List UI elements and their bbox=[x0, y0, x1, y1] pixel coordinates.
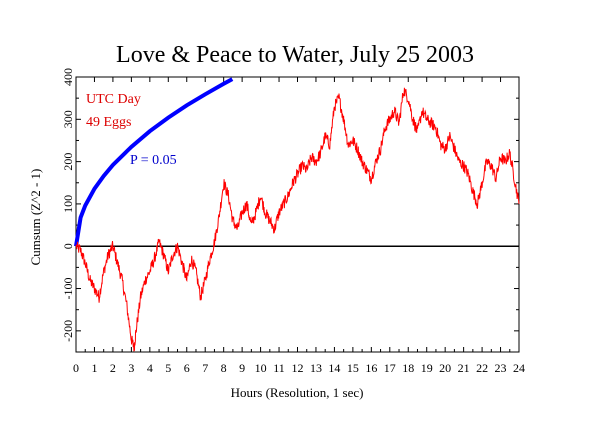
x-tick-label: 20 bbox=[439, 361, 451, 375]
x-tick-label: 2 bbox=[110, 361, 116, 375]
annotation-eggs: 49 Eggs bbox=[86, 115, 132, 130]
y-tick-label: 100 bbox=[61, 195, 75, 213]
y-tick-label: -100 bbox=[61, 278, 75, 300]
x-tick-label: 16 bbox=[365, 361, 377, 375]
x-tick-label: 7 bbox=[202, 361, 208, 375]
x-tick-label: 12 bbox=[292, 361, 304, 375]
x-tick-label: 6 bbox=[184, 361, 190, 375]
x-axis-label: Hours (Resolution, 1 sec) bbox=[231, 385, 364, 400]
y-tick-label: 400 bbox=[61, 68, 75, 86]
x-tick-label: 3 bbox=[128, 361, 134, 375]
annotation-p-value: P = 0.05 bbox=[130, 153, 177, 168]
x-tick-label: 24 bbox=[513, 361, 525, 375]
x-tick-label: 21 bbox=[458, 361, 470, 375]
x-tick-label: 11 bbox=[273, 361, 285, 375]
chart-title: Love & Peace to Water, July 25 2003 bbox=[116, 42, 474, 68]
x-tick-label: 8 bbox=[221, 361, 227, 375]
y-tick-label: 0 bbox=[61, 243, 75, 249]
plot-frame bbox=[75, 76, 520, 353]
x-tick-label: 22 bbox=[476, 361, 488, 375]
cumsum-series-line bbox=[75, 87, 520, 352]
x-tick-label: 19 bbox=[421, 361, 433, 375]
x-tick-label: 13 bbox=[310, 361, 322, 375]
y-axis: -200 -100 0 100 200 300 400 bbox=[61, 68, 519, 353]
annotation-utc-day: UTC Day bbox=[86, 92, 141, 107]
x-axis: 0 1 2 3 4 5 6 7 8 9 10 11 12 13 14 15 16 17 18 19 20 21 22 23 24 bbox=[73, 77, 525, 375]
y-tick-label: 200 bbox=[61, 153, 75, 171]
x-tick-label: 17 bbox=[384, 361, 396, 375]
x-tick-label: 18 bbox=[402, 361, 414, 375]
x-tick-label: 10 bbox=[255, 361, 267, 375]
x-tick-label: 23 bbox=[495, 361, 507, 375]
x-tick-label: 14 bbox=[328, 361, 340, 375]
x-tick-label: 4 bbox=[147, 361, 153, 375]
x-tick-label: 9 bbox=[239, 361, 245, 375]
x-tick-label: 5 bbox=[165, 361, 171, 375]
x-tick-label: 1 bbox=[91, 361, 97, 375]
probability-curve-line bbox=[74, 77, 234, 247]
y-axis-label: Cumsum (Z^2 - 1) bbox=[28, 169, 43, 266]
x-tick-label: 0 bbox=[73, 361, 79, 375]
y-tick-label: -200 bbox=[61, 320, 75, 342]
x-tick-label: 15 bbox=[347, 361, 359, 375]
y-tick-label: 300 bbox=[61, 110, 75, 128]
